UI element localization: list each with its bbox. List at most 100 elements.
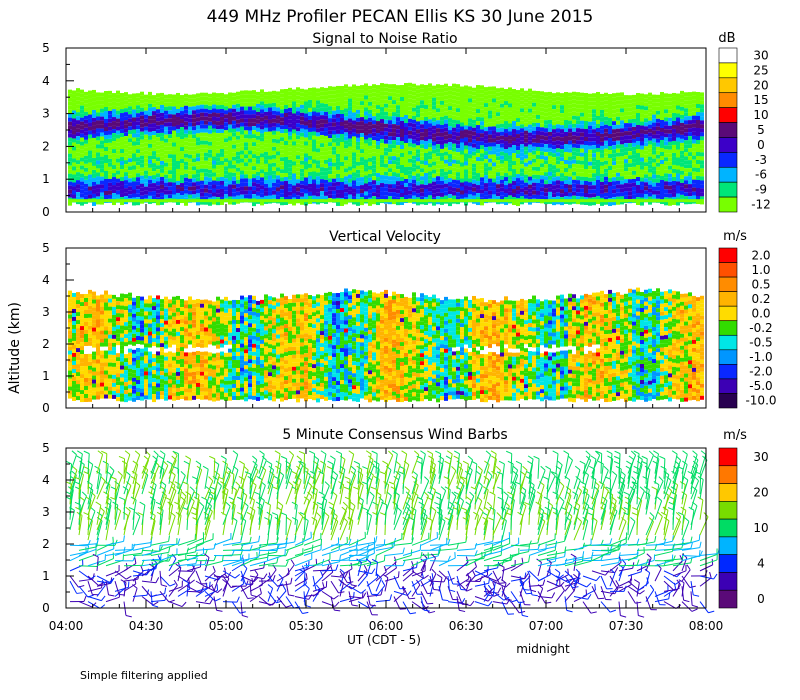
colorbar-2-swatch <box>718 364 738 380</box>
colorbar-1-label: 5 <box>757 123 765 137</box>
colorbar-2-swatch <box>718 247 738 263</box>
wind-barbs <box>65 450 720 618</box>
colorbar-3-swatch <box>718 501 738 520</box>
colorbar-2-swatch <box>718 262 738 278</box>
colorbar-1-label: 15 <box>753 93 768 107</box>
xtick-label: 05:30 <box>289 619 324 633</box>
colorbar-2-label: 0.5 <box>751 277 770 291</box>
y-axis-label: Altitude (km) <box>7 302 23 394</box>
panel-1-ytick-label: 3 <box>42 107 50 121</box>
panel-3-ytick-label: 2 <box>42 537 50 551</box>
panel-1-ytick-label: 4 <box>42 74 50 88</box>
colorbar-1-label: -3 <box>755 153 767 167</box>
panel-3-ytick-label: 3 <box>42 505 50 519</box>
colorbar-1-swatch <box>718 47 738 64</box>
colorbar-3-swatch <box>718 572 738 591</box>
colorbar-2-swatch <box>718 276 738 292</box>
panel-1-ytick-label: 5 <box>42 41 50 55</box>
panel-2-ytick-label: 1 <box>42 369 50 383</box>
footnote: Simple filtering applied <box>80 669 208 682</box>
xtick-label: 04:00 <box>49 619 84 633</box>
colorbar-3-label: 0 <box>757 592 765 606</box>
colorbar-3-label: 4 <box>757 557 765 571</box>
figure-title: 449 MHz Profiler PECAN Ellis KS 30 June … <box>207 7 594 27</box>
colorbar-1-label: -12 <box>751 198 771 212</box>
colorbar-3-swatch <box>718 589 738 609</box>
colorbar-3-swatch <box>718 447 738 467</box>
colorbar-3-swatch <box>718 465 738 484</box>
panel-2-ytick-label: 5 <box>42 241 50 255</box>
snr-baseline <box>68 199 704 203</box>
panel-2-unit: m/s <box>723 229 747 244</box>
colorbar-2-swatch <box>718 378 738 394</box>
colorbar-3-label: 10 <box>753 521 768 535</box>
panel-3-title: 5 Minute Consensus Wind Barbs <box>282 427 507 443</box>
panel-2-title: Vertical Velocity <box>329 229 441 245</box>
panel-2-ytick-label: 3 <box>42 305 50 319</box>
colorbar-3-label: 30 <box>753 450 768 464</box>
colorbar-1-swatch <box>718 107 738 123</box>
colorbar-1-swatch <box>718 92 738 108</box>
panel-3-ytick-label: 5 <box>42 441 50 455</box>
colorbar-2-swatch <box>718 305 738 322</box>
colorbar-3-label: 20 <box>753 485 768 499</box>
colorbar-2-label: -0.2 <box>749 321 772 335</box>
colorbar-3-swatch <box>718 554 738 573</box>
colorbar-2-label: 0.2 <box>751 292 770 306</box>
panel-3-ytick-label: 1 <box>42 569 50 583</box>
colorbar-2-label: 2.0 <box>751 248 770 262</box>
xtick-label: 08:00 <box>689 619 724 633</box>
x-axis-label: UT (CDT - 5) <box>347 633 421 647</box>
panel-2-ytick-label: 2 <box>42 337 50 351</box>
colorbar-1-label: 30 <box>753 48 768 62</box>
colorbar-2-swatch <box>718 291 738 307</box>
midnight-label: midnight <box>516 642 570 656</box>
xtick-label: 07:30 <box>609 619 644 633</box>
colorbar-1-label: 20 <box>753 78 768 92</box>
colorbar-2-swatch <box>718 393 738 409</box>
panel-2-ytick-label: 4 <box>42 273 50 287</box>
colorbar-2-label: -5.0 <box>749 379 772 393</box>
colorbar-2-swatch <box>718 334 738 351</box>
panel-3-ytick-label: 0 <box>42 601 50 615</box>
colorbar-1-swatch <box>718 122 738 138</box>
colorbar-2-label: -1.0 <box>749 350 772 364</box>
colorbar-1-label: 10 <box>753 108 768 122</box>
xtick-label: 06:00 <box>369 619 404 633</box>
colorbar-1-swatch <box>718 62 738 79</box>
snr-heatmap <box>68 82 704 207</box>
colorbar-1-swatch <box>718 196 738 213</box>
panel-3-ytick-label: 4 <box>42 473 50 487</box>
colorbar-2-swatch <box>718 349 738 365</box>
panel-1-title: Signal to Noise Ratio <box>312 31 457 47</box>
colorbar-1-swatch <box>718 181 738 198</box>
panel-3-unit: m/s <box>723 428 747 443</box>
panel-2-ytick-label: 0 <box>42 401 50 415</box>
xtick-label: 04:30 <box>129 619 164 633</box>
colorbar-2-label: 1.0 <box>751 263 770 277</box>
colorbar-2-label: -2.0 <box>749 365 772 379</box>
colorbar-1-label: -9 <box>755 183 767 197</box>
xtick-label: 05:00 <box>209 619 244 633</box>
colorbar-1-swatch <box>718 77 738 94</box>
velocity-heatmap <box>68 287 704 403</box>
xtick-label: 06:30 <box>449 619 484 633</box>
colorbar-3-swatch <box>718 483 738 502</box>
colorbar-1-swatch <box>718 166 738 183</box>
colorbar-2-label: 0.0 <box>751 306 770 320</box>
colorbar-1-label: 25 <box>753 63 768 77</box>
colorbar-2-label: -10.0 <box>745 394 776 408</box>
panel-1-ytick-label: 1 <box>42 172 50 186</box>
panel-1-ytick-label: 2 <box>42 139 50 153</box>
panel-1-ytick-label: 0 <box>42 205 50 219</box>
colorbar-2-label: -0.5 <box>749 336 772 350</box>
xtick-label: 07:00 <box>529 619 564 633</box>
colorbar-1-label: -6 <box>755 168 767 182</box>
colorbar-3-swatch <box>718 518 738 538</box>
colorbar-1-swatch <box>718 137 738 153</box>
colorbar-1-label: 0 <box>757 138 765 152</box>
colorbar-2-swatch <box>718 320 738 336</box>
panel-1-unit: dB <box>718 31 735 46</box>
colorbar-1-swatch <box>718 152 738 168</box>
